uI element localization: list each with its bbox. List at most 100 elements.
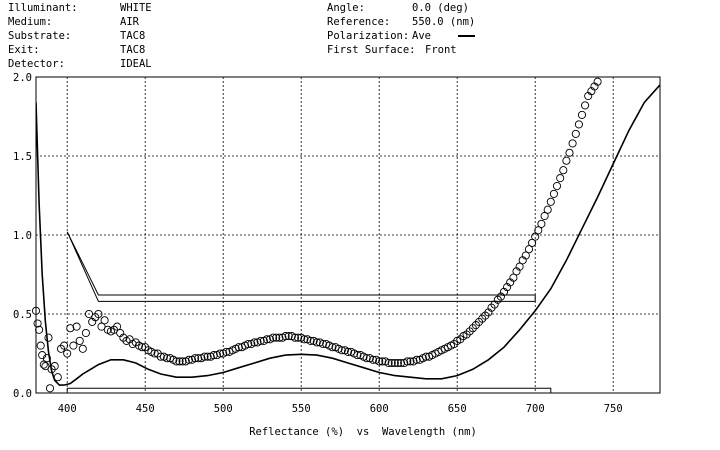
data-point-marker: [275, 333, 284, 342]
data-point-marker: [200, 352, 209, 361]
data-point-marker: [63, 349, 72, 358]
data-point-marker: [378, 357, 387, 366]
data-point-marker: [256, 336, 265, 345]
data-point-marker: [284, 332, 293, 341]
data-point-marker: [175, 357, 184, 366]
data-point-marker: [337, 346, 346, 355]
target-outline: [66, 231, 536, 302]
data-point-marker: [343, 347, 353, 356]
data-point-marker: [113, 322, 122, 331]
data-point-marker: [44, 333, 53, 342]
data-point-marker: [53, 373, 62, 382]
data-point-marker: [84, 309, 94, 319]
data-point-marker: [524, 245, 534, 254]
data-point-marker: [191, 354, 200, 363]
header-label: Substrate:: [8, 30, 72, 42]
data-point-marker: [222, 347, 231, 356]
data-point-marker: [571, 129, 580, 138]
data-point-marker: [406, 357, 415, 366]
data-point-marker: [375, 357, 384, 366]
data-point-marker: [353, 351, 362, 360]
data-point-marker: [216, 349, 225, 358]
header-value: TAC8: [120, 44, 146, 56]
data-point-marker: [78, 344, 87, 353]
data-point-marker: [184, 355, 193, 364]
data-point-marker: [150, 349, 159, 358]
data-point-marker: [549, 189, 558, 198]
target-outline: [66, 387, 552, 394]
data-point-marker: [528, 238, 537, 247]
data-point-marker: [290, 333, 300, 342]
header-value: 550.0 (nm): [412, 16, 476, 28]
data-point-marker: [543, 205, 552, 214]
data-point-marker: [72, 322, 81, 331]
data-point-marker: [97, 322, 106, 331]
data-point-marker: [262, 335, 271, 344]
header-label: Polarization:: [327, 30, 410, 42]
header-label: Medium:: [8, 16, 53, 28]
data-point-marker: [568, 139, 577, 148]
data-point-marker: [534, 226, 543, 235]
data-point-marker: [272, 333, 281, 342]
header-label: First Surface:: [327, 44, 416, 56]
reflectance-curve-line: [36, 84, 660, 386]
polarization-legend-line: [458, 35, 475, 37]
data-point-marker: [521, 251, 530, 260]
x-tick-label: 700: [526, 403, 545, 415]
x-tick-label: 600: [370, 403, 389, 415]
data-point-marker: [75, 336, 84, 345]
x-tick-label: 750: [604, 403, 623, 415]
header-value: WHITE: [120, 2, 152, 14]
data-point-marker: [178, 357, 187, 366]
header-label: Exit:: [8, 44, 40, 56]
data-point-marker: [81, 328, 90, 338]
header-label: Reference:: [327, 16, 391, 28]
x-axis-label: Reflectance (%) vs Wavelength (nm): [249, 426, 477, 438]
data-point-marker: [269, 333, 278, 342]
x-tick-label: 500: [214, 403, 233, 415]
data-point-marker: [577, 110, 587, 119]
header-info-panel: Illuminant: WHITE Medium: AIR Substrate: TAC8…: [0, 0, 720, 74]
data-point-marker: [45, 384, 55, 393]
x-tick-label: 450: [136, 403, 155, 415]
y-tick-label: 0.0: [13, 388, 32, 400]
data-point-marker: [537, 219, 546, 228]
data-point-marker: [559, 166, 568, 175]
data-point-marker: [50, 362, 59, 371]
data-point-marker: [387, 358, 396, 368]
data-point-marker: [556, 174, 565, 183]
data-point-marker: [396, 358, 406, 368]
data-point-marker: [281, 332, 290, 341]
data-point-marker: [393, 358, 402, 368]
y-tick-label: 0.5: [13, 309, 32, 321]
data-point-marker: [39, 360, 48, 369]
header-value: AIR: [120, 16, 139, 28]
x-tick-label: 400: [58, 403, 77, 415]
data-point-marker: [35, 325, 44, 334]
data-point-marker: [368, 355, 378, 364]
data-point-marker: [574, 120, 583, 129]
y-tick-label: 2.0: [13, 72, 32, 84]
data-point-marker: [69, 341, 78, 350]
data-point-marker: [300, 335, 309, 344]
data-point-marker: [421, 352, 431, 361]
data-point-marker: [36, 341, 45, 350]
header-label: Detector:: [8, 58, 65, 70]
header-value: Ave: [412, 30, 431, 42]
data-point-marker: [306, 336, 315, 345]
data-point-marker: [509, 273, 518, 282]
data-point-marker: [172, 357, 181, 366]
data-point-marker: [318, 339, 328, 349]
data-point-marker: [234, 343, 243, 352]
data-point-marker: [209, 351, 218, 360]
data-point-marker: [203, 352, 212, 361]
header-value: TAC8: [120, 30, 146, 42]
data-point-marker: [462, 330, 471, 339]
data-point-marker: [565, 148, 574, 157]
data-point-marker: [384, 358, 393, 368]
data-point-marker: [141, 343, 150, 352]
data-point-marker: [66, 324, 75, 333]
data-point-marker: [468, 324, 477, 333]
header-label: Angle:: [327, 2, 365, 14]
data-point-marker: [100, 316, 109, 325]
